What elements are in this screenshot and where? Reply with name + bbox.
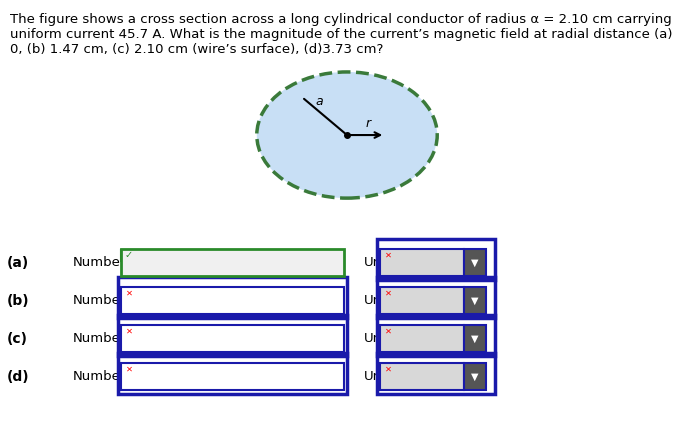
FancyBboxPatch shape — [121, 326, 137, 337]
Text: 0: 0 — [132, 256, 140, 269]
Text: (b): (b) — [7, 294, 30, 308]
FancyBboxPatch shape — [464, 363, 486, 390]
Text: (c): (c) — [7, 332, 28, 346]
Text: ▼: ▼ — [471, 296, 478, 306]
FancyBboxPatch shape — [380, 363, 464, 390]
Text: ✕: ✕ — [126, 327, 133, 336]
Text: The figure shows a cross section across a long cylindrical conductor of radius α: The figure shows a cross section across … — [10, 13, 673, 56]
Text: 0: 0 — [132, 370, 140, 383]
Text: Units: Units — [364, 256, 398, 269]
Text: (a): (a) — [7, 256, 29, 270]
Text: Number: Number — [73, 294, 126, 307]
Text: Number: Number — [73, 256, 126, 269]
Text: ✕: ✕ — [384, 289, 391, 298]
Text: ✕: ✕ — [126, 365, 133, 374]
Text: Number: Number — [73, 370, 126, 383]
FancyBboxPatch shape — [380, 364, 396, 375]
FancyBboxPatch shape — [121, 250, 137, 261]
Text: Number: Number — [73, 332, 126, 345]
Text: ✕: ✕ — [384, 327, 391, 336]
Text: 0: 0 — [132, 294, 140, 307]
FancyBboxPatch shape — [380, 326, 396, 337]
Text: Units: Units — [364, 294, 398, 307]
Text: ▼: ▼ — [471, 334, 478, 344]
FancyBboxPatch shape — [464, 287, 486, 314]
FancyBboxPatch shape — [464, 249, 486, 276]
Text: Units: Units — [364, 332, 398, 345]
FancyBboxPatch shape — [380, 287, 464, 314]
FancyBboxPatch shape — [380, 249, 464, 276]
Text: ▼: ▼ — [471, 258, 478, 268]
FancyBboxPatch shape — [121, 363, 344, 390]
Text: ✕: ✕ — [384, 365, 391, 374]
FancyBboxPatch shape — [380, 288, 396, 299]
Ellipse shape — [257, 72, 437, 198]
Text: ✕: ✕ — [126, 289, 133, 298]
FancyBboxPatch shape — [121, 287, 344, 314]
Text: a: a — [316, 95, 323, 108]
FancyBboxPatch shape — [464, 325, 486, 352]
FancyBboxPatch shape — [121, 325, 344, 352]
Text: ▼: ▼ — [471, 372, 478, 381]
Text: 0: 0 — [132, 332, 140, 345]
FancyBboxPatch shape — [380, 250, 396, 261]
Text: ✓: ✓ — [125, 250, 133, 260]
FancyBboxPatch shape — [380, 325, 464, 352]
FancyBboxPatch shape — [121, 364, 137, 375]
Text: (d): (d) — [7, 370, 30, 384]
Text: ✕: ✕ — [384, 251, 391, 260]
Text: Units: Units — [364, 370, 398, 383]
Text: r: r — [365, 117, 371, 130]
FancyBboxPatch shape — [121, 249, 344, 276]
FancyBboxPatch shape — [121, 288, 137, 299]
